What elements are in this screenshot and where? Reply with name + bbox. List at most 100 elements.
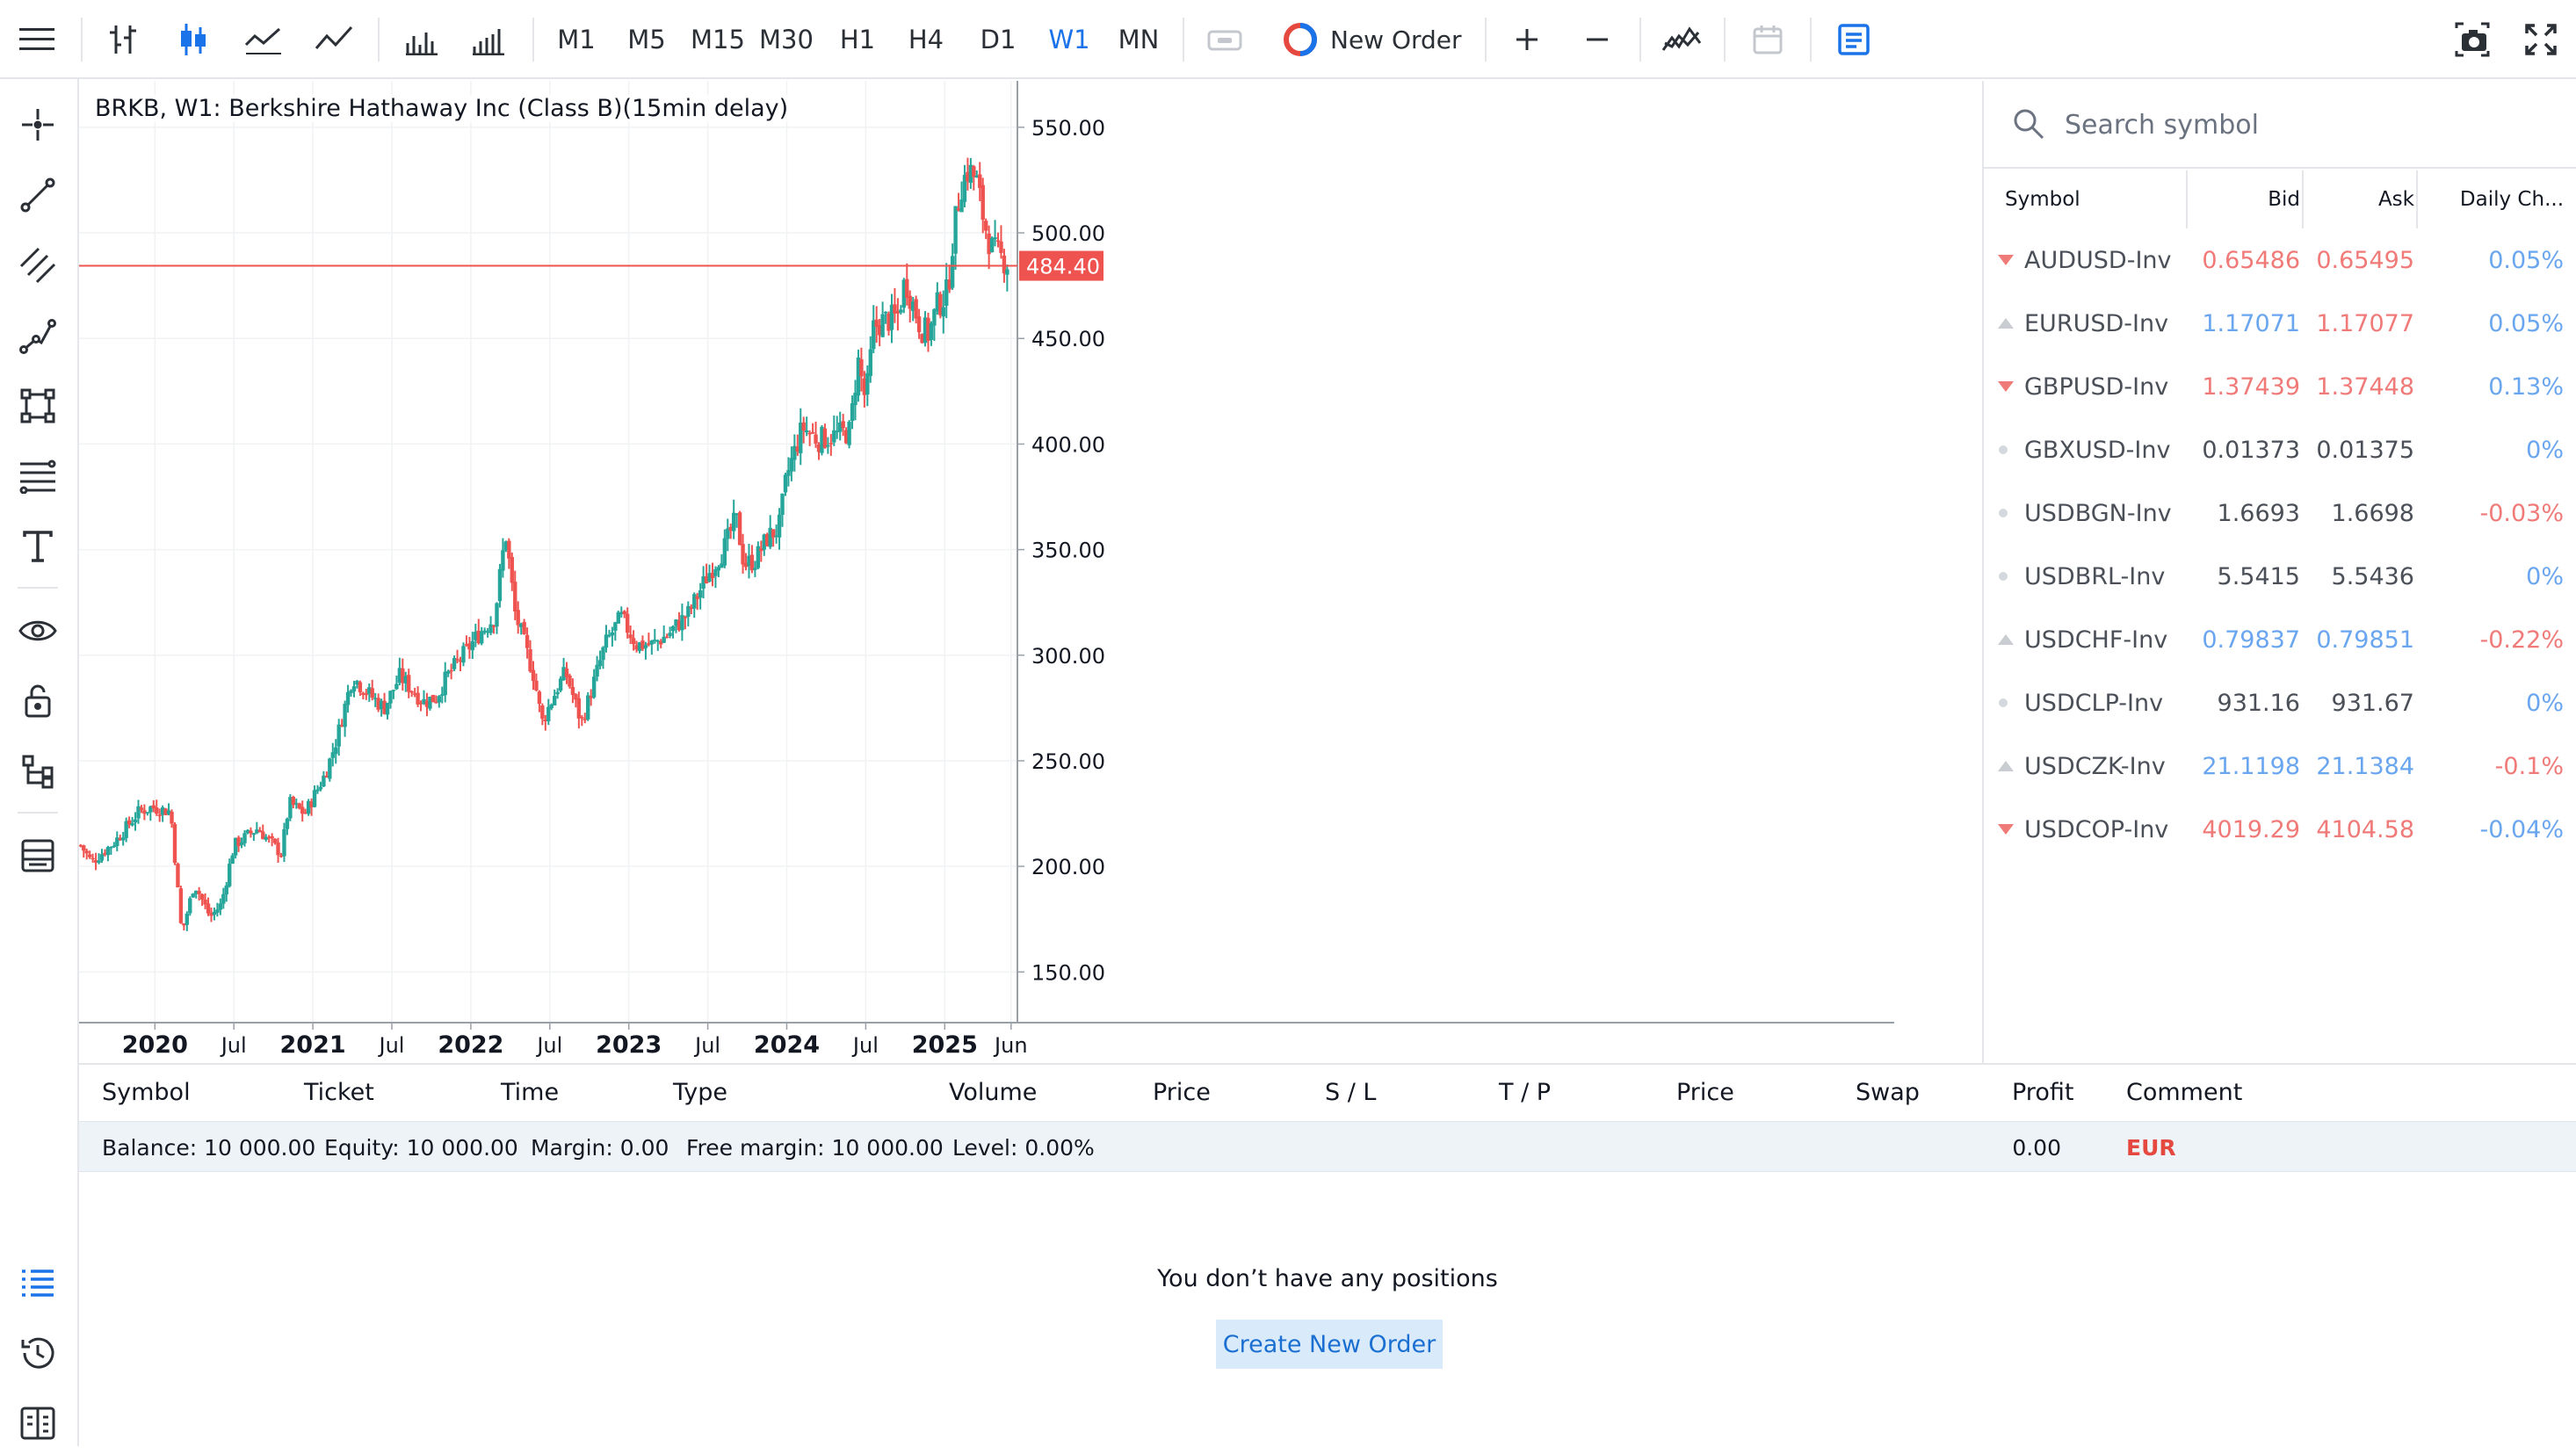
column-header-symbol[interactable]: Symbol [2005, 188, 2080, 211]
rectangle-shape-icon[interactable] [0, 375, 76, 437]
watchlist-row[interactable]: AUDUSD-Inv 0.65486 0.65495 0.05% [1984, 228, 2576, 292]
watchlist-row[interactable]: GBXUSD-Inv 0.01373 0.01375 0% [1984, 418, 2576, 481]
visibility-eye-icon[interactable] [0, 600, 76, 662]
timeframe-w1[interactable]: W1 [1048, 25, 1090, 54]
candle-body [689, 607, 693, 610]
watchlist-symbol: USDCLP-Inv [2024, 689, 2164, 717]
calendar-icon[interactable] [1743, 0, 1792, 79]
candle-body [799, 423, 803, 453]
line-chart-type-icon[interactable] [309, 0, 358, 79]
watchlist-row[interactable]: USDCHF-Inv 0.79837 0.79851 -0.22% [1984, 608, 2576, 671]
pos-header-comment[interactable]: Comment [2126, 1078, 2243, 1106]
candle-body [251, 833, 257, 836]
watchlist-row[interactable]: USDCOP-Inv 4019.29 4104.58 -0.04% [1984, 798, 2576, 861]
indicators-bars-icon[interactable] [464, 0, 513, 79]
column-header-ask[interactable]: Ask [2377, 188, 2414, 211]
lock-icon[interactable] [0, 670, 76, 732]
trend-line-icon[interactable] [0, 164, 76, 226]
candle-body [264, 836, 268, 840]
watchlist-symbol: EURUSD-Inv [2024, 309, 2169, 337]
journal-icon[interactable] [0, 1393, 76, 1454]
candle-body [370, 688, 374, 698]
candle-body [974, 175, 980, 177]
timeframe-h4[interactable]: H4 [908, 25, 944, 54]
bar-chart-type-icon[interactable] [98, 0, 148, 79]
fibonacci-lines-icon[interactable] [0, 445, 76, 507]
watchlist-row[interactable]: USDBRL-Inv 5.5415 5.5436 0% [1984, 545, 2576, 608]
zoom-in-icon[interactable] [1504, 0, 1550, 79]
timeframe-mn[interactable]: MN [1118, 25, 1160, 54]
object-tree-icon[interactable] [0, 741, 76, 802]
watchlist-row[interactable]: EURUSD-Inv 1.17071 1.17077 0.05% [1984, 292, 2576, 355]
chart-title: BRKB, W1: Berkshire Hathaway Inc (Class … [95, 95, 789, 122]
candle-body [670, 626, 676, 632]
candle-body [972, 166, 976, 177]
candle-body [677, 620, 682, 631]
candle-body [868, 349, 872, 376]
parallel-channel-icon[interactable] [0, 235, 76, 296]
watchlist-bid: 0.79837 [2202, 626, 2300, 654]
new-order-icon[interactable] [1281, 0, 1320, 79]
history-icon[interactable] [0, 1322, 76, 1384]
candle-body [631, 638, 636, 645]
pos-header-price[interactable]: Price [1153, 1078, 1211, 1106]
candlestick-chart-svg[interactable]: 550.00 500.00 450.00 400.00 350.00 300.00 250.… [79, 81, 1894, 1063]
watchlist-row[interactable]: GBPUSD-Inv 1.37439 1.37448 0.13% [1984, 355, 2576, 418]
timeframe-m1[interactable]: M1 [557, 25, 596, 54]
zoom-out-icon[interactable] [1574, 0, 1620, 79]
fullscreen-icon[interactable] [2516, 0, 2565, 79]
candle-body [686, 605, 691, 618]
text-tool-icon[interactable] [0, 516, 76, 577]
link-icon[interactable] [1200, 0, 1249, 79]
x-axis-tick-label: 2023 [596, 1031, 662, 1059]
candle-body [662, 636, 666, 643]
pos-header-current-price[interactable]: Price [1676, 1078, 1734, 1106]
candle-body [525, 634, 530, 648]
candle-body [322, 775, 326, 787]
pos-header-volume[interactable]: Volume [949, 1078, 1038, 1106]
screenshot-camera-icon[interactable] [2448, 0, 2497, 79]
pos-header-sl[interactable]: S / L [1325, 1078, 1377, 1106]
crosshair-icon[interactable] [0, 94, 76, 156]
column-header-daily-change[interactable]: Daily Ch... [2459, 188, 2564, 211]
pos-header-swap[interactable]: Swap [1856, 1078, 1920, 1106]
hamburger-menu-icon[interactable] [0, 0, 74, 79]
column-header-bid[interactable]: Bid [2268, 188, 2300, 211]
candle-body [561, 667, 566, 681]
search-symbol-input[interactable] [2065, 102, 2557, 148]
candle-body [920, 334, 924, 344]
candle-body [822, 428, 828, 448]
candle-body [889, 304, 894, 330]
pos-header-ticket[interactable]: Ticket [304, 1078, 374, 1106]
pos-header-time[interactable]: Time [501, 1078, 560, 1106]
x-axis-tick-label: Jul [378, 1033, 405, 1058]
area-chart-type-icon[interactable] [239, 0, 288, 79]
candlestick-chart-type-icon[interactable] [169, 0, 218, 79]
timeframe-d1[interactable]: D1 [980, 25, 1017, 54]
watchlist-row[interactable]: USDCZK-Inv 21.1198 21.1384 -0.1% [1984, 734, 2576, 798]
polyline-icon[interactable] [0, 305, 76, 366]
y-axis-tick-label: 500.00 [1031, 221, 1105, 246]
timeframe-h1[interactable]: H1 [839, 25, 876, 54]
price-chart[interactable]: 550.00 500.00 450.00 400.00 350.00 300.00 250.… [79, 81, 1894, 1063]
watchlist-row[interactable]: USDCLP-Inv 931.16 931.67 0% [1984, 671, 2576, 734]
watchlist-row[interactable]: USDBGN-Inv 1.6693 1.6698 -0.03% [1984, 481, 2576, 545]
order-panel-icon[interactable] [1829, 0, 1878, 79]
x-axis-tick-label: 2024 [754, 1031, 820, 1059]
candle-body [683, 617, 688, 618]
pos-header-symbol[interactable]: Symbol [102, 1078, 191, 1106]
timeframe-m30[interactable]: M30 [759, 25, 814, 54]
pos-header-tp[interactable]: T / P [1499, 1078, 1552, 1106]
pos-header-profit[interactable]: Profit [2012, 1078, 2074, 1106]
positions-list-icon[interactable] [0, 1252, 76, 1313]
watchlist-bid: 4019.29 [2202, 815, 2300, 843]
indicators-icon[interactable] [1657, 0, 1706, 79]
new-order-button[interactable]: New Order [1330, 25, 1462, 54]
timeframe-m5[interactable]: M5 [627, 25, 666, 54]
volume-icon[interactable] [397, 0, 446, 79]
candle-body [601, 647, 605, 661]
data-window-icon[interactable] [0, 825, 76, 886]
timeframe-m15[interactable]: M15 [691, 25, 745, 54]
pos-header-type[interactable]: Type [673, 1078, 728, 1106]
create-new-order-button[interactable]: Create New Order [1216, 1320, 1443, 1369]
